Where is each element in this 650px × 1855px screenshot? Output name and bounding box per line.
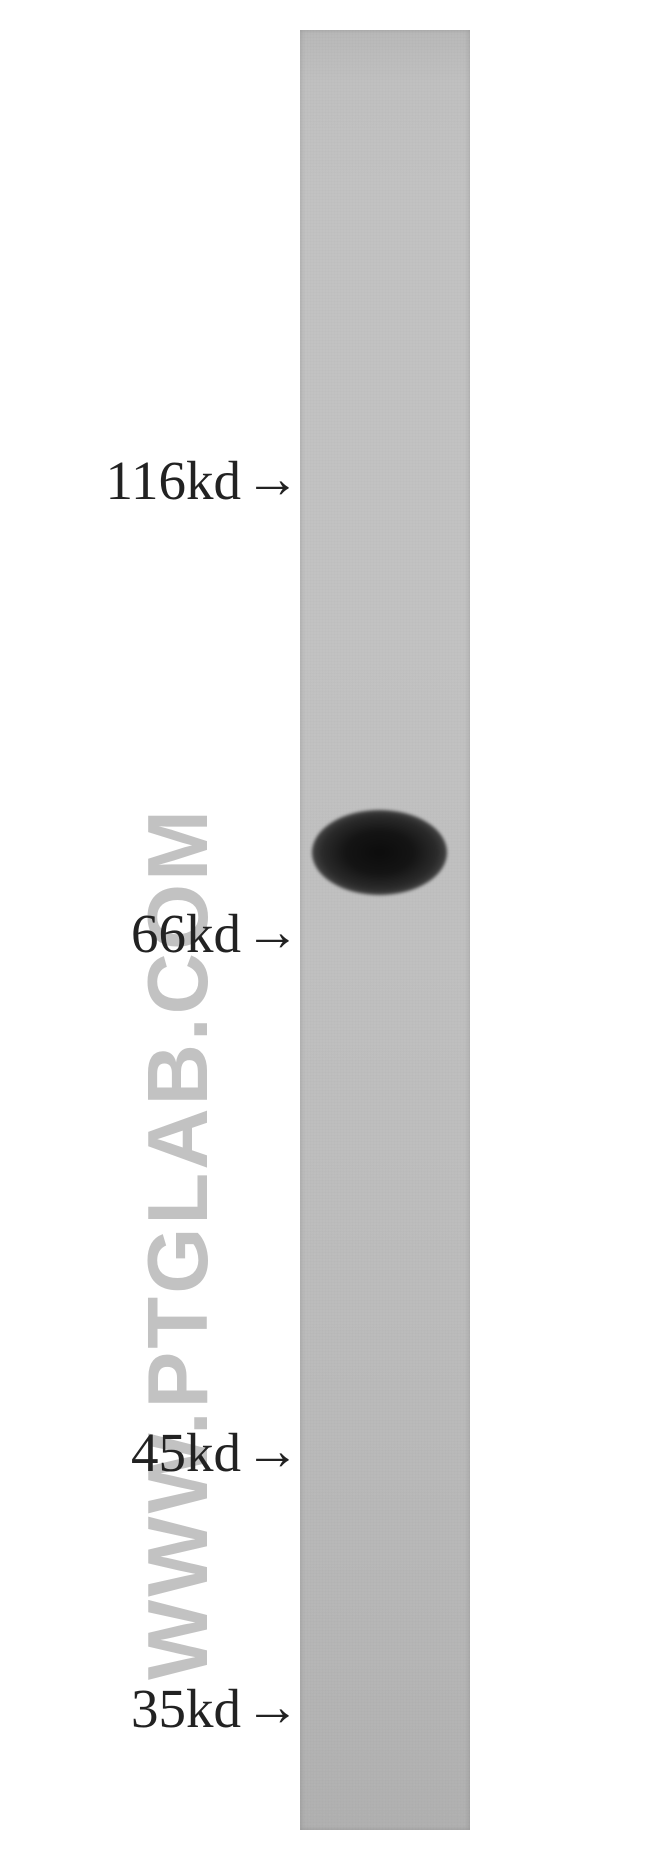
protein-band — [312, 810, 447, 895]
marker-label: 35kd — [131, 1681, 241, 1736]
gel-lane — [300, 30, 470, 1830]
marker-row: 116kd→ — [0, 453, 300, 508]
arrow-right-icon: → — [245, 904, 300, 959]
arrow-right-icon: → — [245, 451, 300, 506]
blot-canvas: WWW.PTGLAB.COM 116kd→66kd→45kd→35kd→ — [0, 0, 650, 1855]
arrow-right-icon: → — [245, 1423, 300, 1478]
marker-row: 45kd→ — [0, 1425, 300, 1480]
marker-row: 35kd→ — [0, 1681, 300, 1736]
marker-label: 45kd — [131, 1425, 241, 1480]
arrow-right-icon: → — [245, 1679, 300, 1734]
marker-label: 116kd — [106, 453, 241, 508]
marker-label: 66kd — [131, 906, 241, 961]
marker-row: 66kd→ — [0, 906, 300, 961]
